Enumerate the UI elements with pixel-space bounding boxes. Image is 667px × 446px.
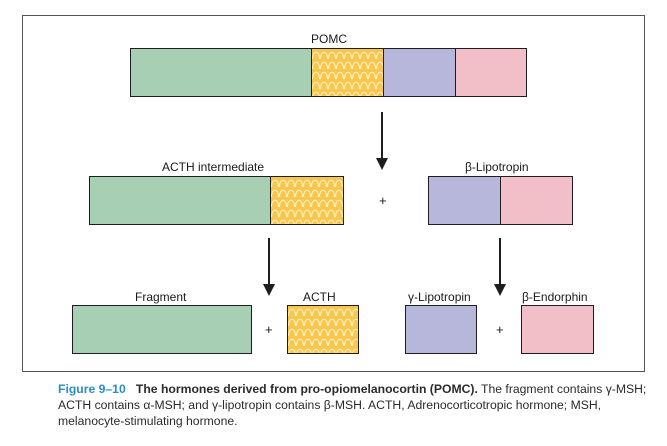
caption-text: The fragment contains γ-MSH; ACTH contai…: [58, 382, 647, 428]
gamma-lipotropin-block: [405, 305, 477, 354]
cleavage-arrow-acth-intermediate: [263, 238, 275, 296]
plus-sign-right: +: [496, 322, 504, 337]
cleavage-arrow-pomc: [376, 112, 388, 170]
fragment-block: [72, 305, 252, 354]
pomc-gamma-lipotropin-segment: [383, 48, 456, 97]
pomc-acth-segment: [311, 48, 384, 97]
acth-intermediate-acth-segment: [270, 176, 344, 225]
acth-intermediate-fragment-segment: [89, 176, 271, 225]
figure-caption: Figure 9–10 The hormones derived from pr…: [58, 381, 650, 429]
caption-title: The hormones derived from pro-opiomelano…: [135, 382, 478, 396]
acth-block: [287, 305, 359, 354]
caption-figure-number: Figure 9–10: [58, 382, 126, 396]
acth-label: ACTH: [303, 290, 336, 304]
beta-lipotropin-label: β-Lipotropin: [465, 160, 529, 174]
acth-intermediate-label: ACTH intermediate: [162, 160, 265, 174]
beta-lipotropin-endorphin-segment: [500, 176, 573, 225]
pomc-fragment-segment: [130, 48, 312, 97]
pomc-beta-endorphin-segment: [455, 48, 527, 97]
beta-lipotropin-gamma-segment: [428, 176, 501, 225]
plus-sign-middle: +: [379, 193, 387, 208]
fragment-label: Fragment: [135, 290, 187, 304]
gamma-lipotropin-label: γ-Lipotropin: [408, 290, 471, 304]
pomc-label: POMC: [311, 32, 347, 46]
beta-endorphin-label: β-Endorphin: [522, 290, 588, 304]
plus-sign-left: +: [265, 322, 273, 337]
beta-endorphin-block: [521, 305, 594, 354]
cleavage-arrow-beta-lipotropin: [494, 238, 506, 296]
